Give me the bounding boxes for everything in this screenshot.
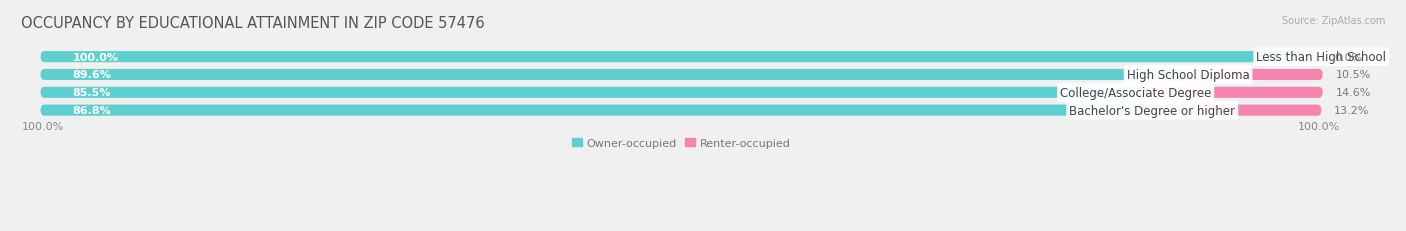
FancyBboxPatch shape: [1136, 87, 1323, 98]
FancyBboxPatch shape: [41, 70, 1322, 81]
Text: 100.0%: 100.0%: [1298, 122, 1340, 132]
Text: High School Diploma: High School Diploma: [1126, 69, 1250, 82]
FancyBboxPatch shape: [41, 105, 1153, 116]
FancyBboxPatch shape: [1153, 105, 1322, 116]
FancyBboxPatch shape: [1188, 70, 1323, 81]
Text: 13.2%: 13.2%: [1334, 106, 1369, 116]
Text: College/Associate Degree: College/Associate Degree: [1060, 86, 1212, 99]
FancyBboxPatch shape: [41, 52, 1322, 63]
Text: OCCUPANCY BY EDUCATIONAL ATTAINMENT IN ZIP CODE 57476: OCCUPANCY BY EDUCATIONAL ATTAINMENT IN Z…: [21, 16, 485, 31]
Text: 100.0%: 100.0%: [21, 122, 63, 132]
Text: 14.6%: 14.6%: [1336, 88, 1371, 98]
FancyBboxPatch shape: [41, 87, 1322, 98]
Text: Bachelor's Degree or higher: Bachelor's Degree or higher: [1070, 104, 1236, 117]
FancyBboxPatch shape: [41, 52, 1322, 63]
FancyBboxPatch shape: [41, 87, 1136, 98]
Text: 0.0%: 0.0%: [1334, 52, 1362, 62]
Text: 85.5%: 85.5%: [73, 88, 111, 98]
Text: 100.0%: 100.0%: [73, 52, 118, 62]
Text: Less than High School: Less than High School: [1257, 51, 1386, 64]
FancyBboxPatch shape: [41, 70, 1188, 81]
Text: 89.6%: 89.6%: [73, 70, 111, 80]
Legend: Owner-occupied, Renter-occupied: Owner-occupied, Renter-occupied: [567, 134, 794, 153]
FancyBboxPatch shape: [41, 105, 1322, 116]
Text: 86.8%: 86.8%: [73, 106, 111, 116]
Text: 10.5%: 10.5%: [1336, 70, 1371, 80]
Text: Source: ZipAtlas.com: Source: ZipAtlas.com: [1281, 16, 1385, 26]
